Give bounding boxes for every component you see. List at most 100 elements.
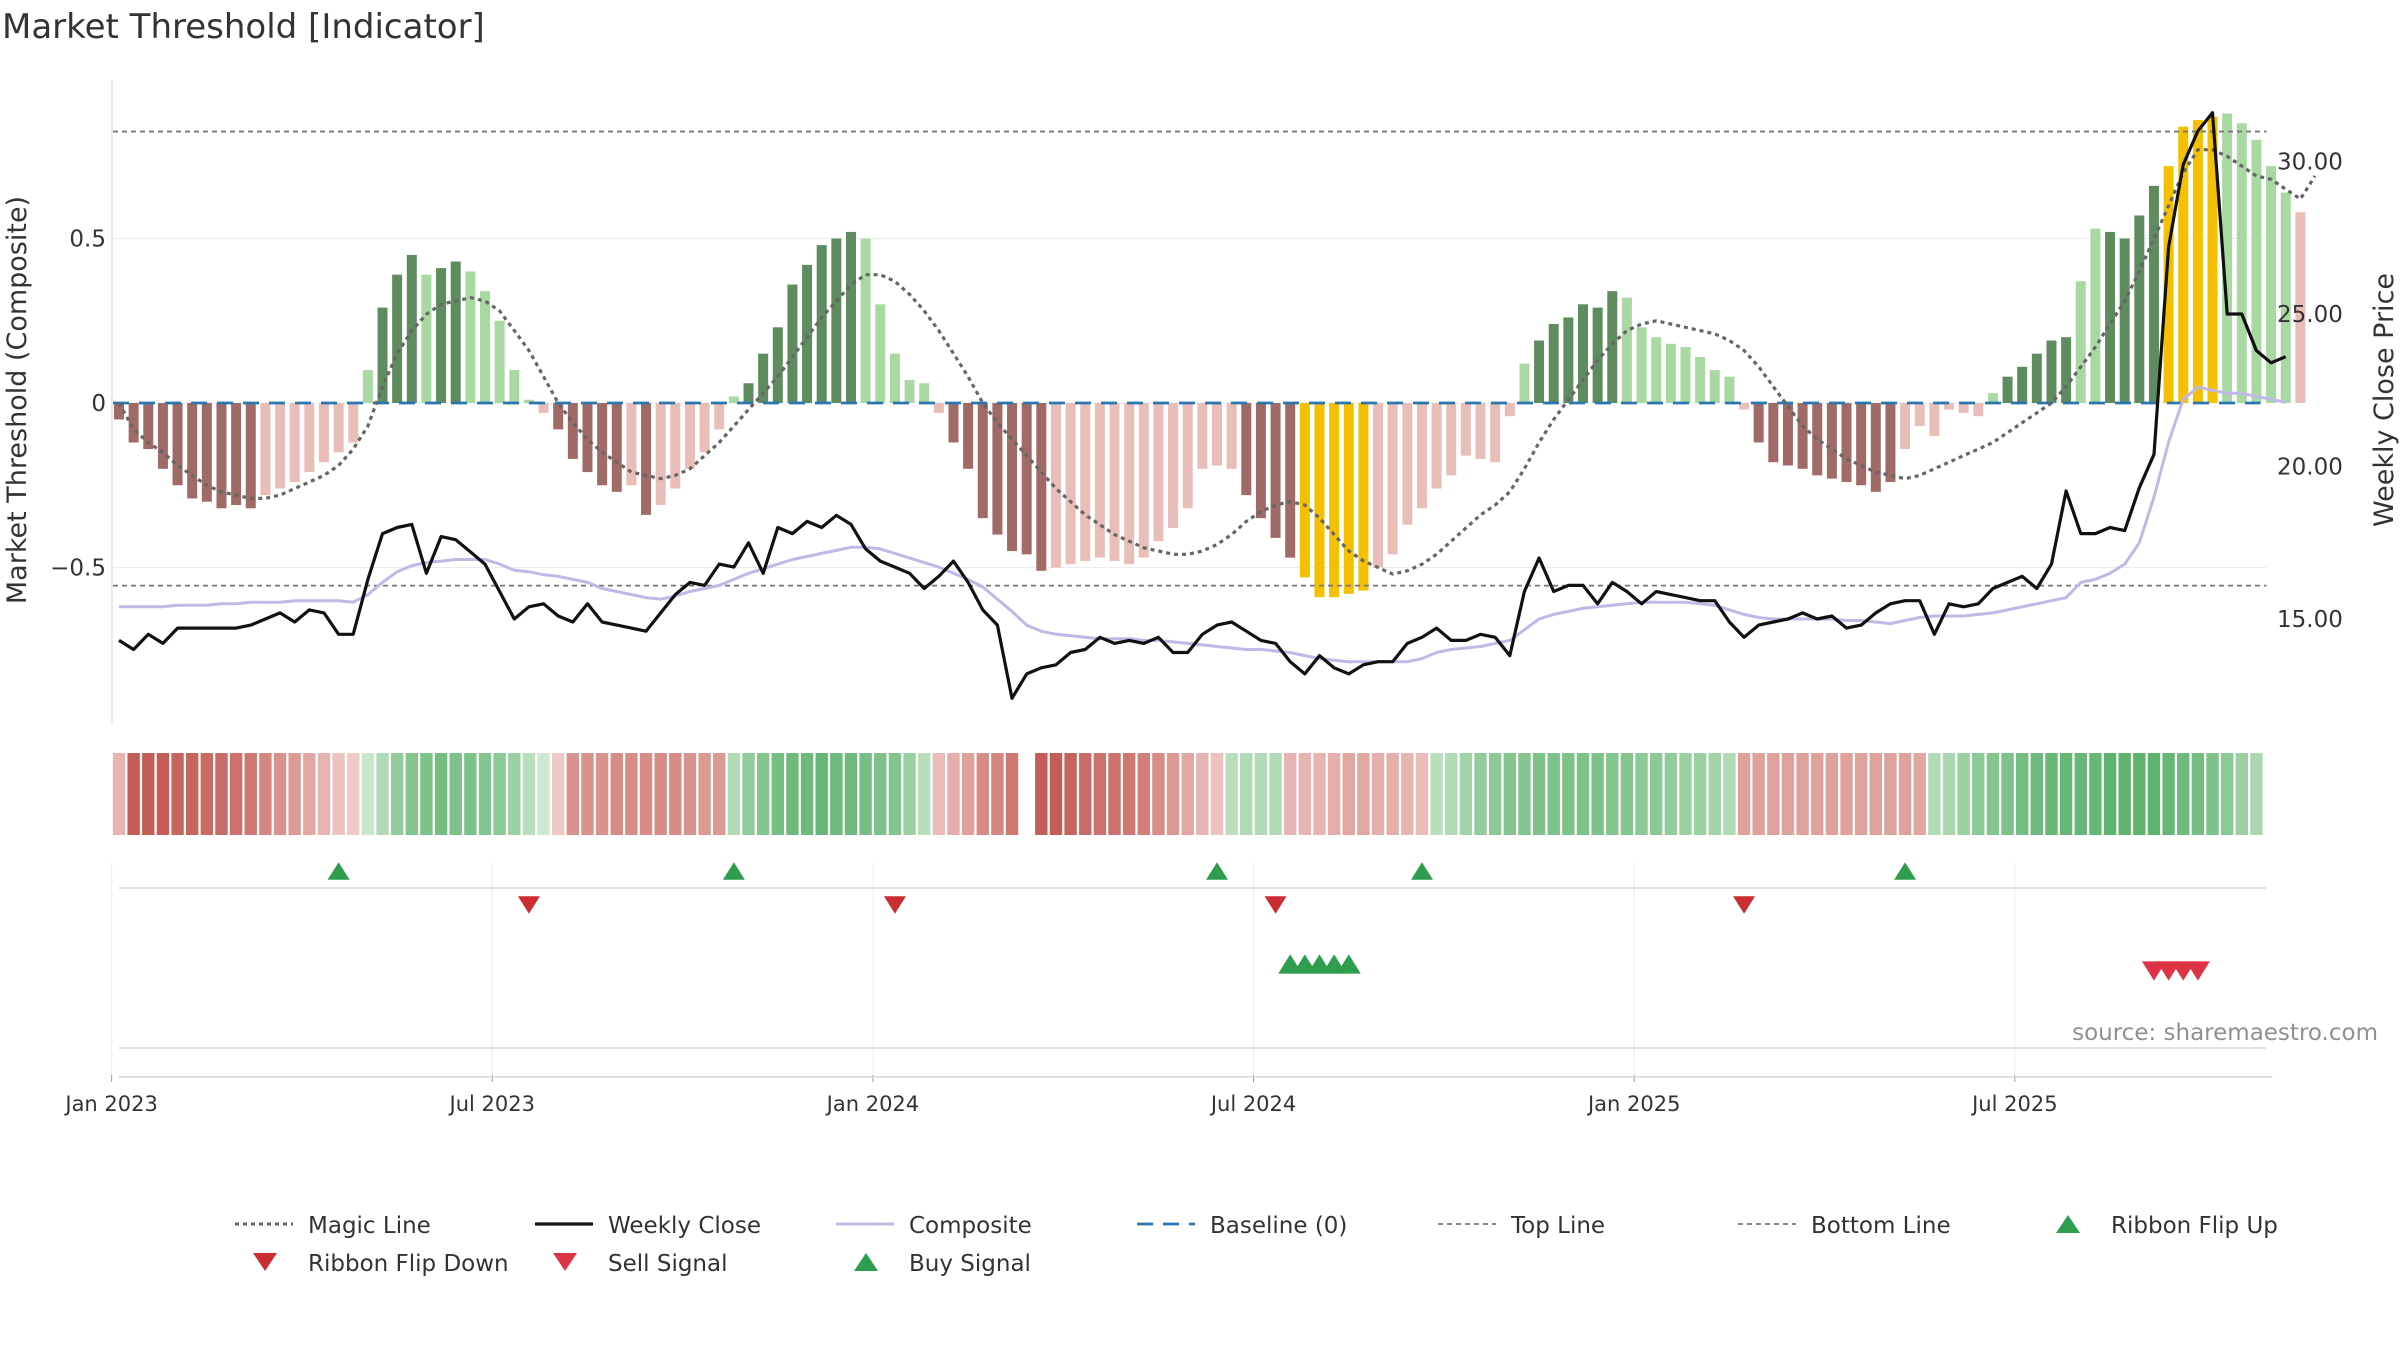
ribbon-cell	[1254, 753, 1268, 835]
composite-bar	[641, 403, 652, 515]
composite-bar	[655, 403, 666, 505]
ribbon-cell	[1913, 753, 1926, 835]
composite-bar	[2251, 139, 2262, 404]
ribbon-cell	[1825, 753, 1839, 835]
composite-bar	[670, 403, 681, 489]
composite-bar	[1387, 403, 1398, 555]
y-right-tick-label: 15.00	[2277, 607, 2343, 633]
legend-swatch	[553, 1253, 577, 1271]
ribbon-cell	[1752, 753, 1765, 835]
ribbon-cell	[595, 753, 609, 835]
ribbon-cell	[2001, 753, 2014, 835]
composite-bar	[1109, 403, 1120, 561]
composite-bar	[1475, 403, 1486, 459]
ribbon-cell	[1781, 753, 1795, 835]
ribbon-cell	[1942, 753, 1956, 835]
composite-bar	[1621, 297, 1632, 403]
ribbon-cell	[376, 753, 389, 835]
composite-bar	[626, 403, 637, 486]
composite-bar	[333, 403, 344, 453]
composite-bar	[1373, 403, 1384, 568]
composite-bar	[494, 320, 505, 403]
ribbon-cell	[1284, 753, 1297, 835]
ribbon-cell	[683, 753, 697, 835]
composite-bar	[1036, 403, 1047, 571]
composite-bar	[2280, 192, 2291, 403]
composite-bar	[1080, 403, 1091, 561]
x-tick-label: Jul 2023	[448, 1092, 535, 1116]
composite-bar	[1944, 403, 1954, 410]
y-left-axis-label: Market Threshold (Composite)	[2, 196, 33, 604]
composite-bar	[1007, 403, 1018, 552]
ribbon-cell	[1049, 753, 1063, 835]
ribbon-cell	[654, 753, 667, 835]
composite-bar	[348, 403, 359, 443]
composite-bar	[846, 231, 856, 403]
line-series	[113, 111, 2317, 700]
composite-bar	[1665, 343, 1676, 403]
ribbon-cell	[698, 753, 711, 835]
composite-bar	[787, 284, 798, 403]
composite-bar	[1826, 403, 1837, 479]
ribbon-cell	[2250, 753, 2263, 835]
composite-bar	[1768, 403, 1779, 463]
ribbon-cell	[2147, 753, 2161, 835]
composite-bar	[816, 245, 827, 403]
ribbon-cell	[537, 753, 550, 835]
composite-bar	[2075, 281, 2086, 403]
ribbon-flip-down-marker	[883, 896, 906, 914]
composite-bar	[436, 268, 447, 403]
composite-bar	[362, 370, 373, 403]
ribbon-cell	[1298, 753, 1312, 835]
ribbon-cell	[961, 753, 975, 835]
ribbon-cell	[1327, 753, 1341, 835]
composite-bar	[860, 238, 871, 403]
ribbon-cell	[2177, 753, 2190, 835]
composite-bar	[948, 403, 959, 443]
x-tick-label: Jan 2024	[825, 1092, 920, 1116]
legend-item: Sell Signal	[553, 1251, 728, 1277]
composite-bar	[1680, 347, 1691, 403]
x-tick-label: Jul 2024	[1209, 1092, 1296, 1116]
composite-bar	[1094, 403, 1105, 558]
x-tick-label: Jul 2025	[1970, 1092, 2057, 1116]
ribbon-cell	[1196, 753, 1209, 835]
composite-bar	[2163, 166, 2174, 403]
composite-bar	[245, 403, 256, 509]
composite-bar	[1460, 403, 1471, 456]
composite-bar	[465, 271, 476, 403]
ribbon-flip-up-marker	[1206, 862, 1228, 880]
ribbon-cell	[800, 753, 814, 835]
ribbon-cell	[186, 753, 199, 835]
sell-signal-marker	[2185, 961, 2210, 981]
legend-label: Bottom Line	[1811, 1213, 1951, 1239]
ribbon-cell	[1928, 753, 1941, 835]
legend-label: Magic Line	[308, 1213, 431, 1239]
composite-bar	[802, 264, 813, 403]
ribbon-flip-up-marker	[722, 862, 745, 880]
ribbon-cell	[727, 753, 741, 835]
composite-bar	[216, 403, 227, 509]
ribbon-cell	[2089, 753, 2102, 835]
ribbon-cell	[1152, 753, 1165, 835]
composite-bar	[684, 403, 695, 469]
ribbon-cell	[2059, 753, 2073, 835]
ribbon-cell	[786, 753, 799, 835]
composite-bar	[714, 403, 725, 430]
ribbon-cell	[317, 753, 331, 835]
composite-bar	[1153, 403, 1164, 542]
ribbon-cell	[932, 753, 946, 835]
ribbon-cell	[581, 753, 594, 835]
y-right-axis-label: Weekly Close Price	[2369, 273, 2400, 527]
composite-bar	[2090, 228, 2101, 403]
composite-bar	[143, 403, 154, 450]
composite-bar	[1519, 363, 1530, 403]
composite-bar	[1138, 403, 1149, 558]
composite-bar	[275, 403, 286, 489]
ribbon-cell	[610, 753, 623, 835]
composite-bar	[992, 403, 1003, 535]
ribbon-cell	[273, 753, 287, 835]
ribbon-cell	[508, 753, 521, 835]
ribbon-cell	[2235, 753, 2248, 835]
composite-bar	[304, 403, 315, 473]
